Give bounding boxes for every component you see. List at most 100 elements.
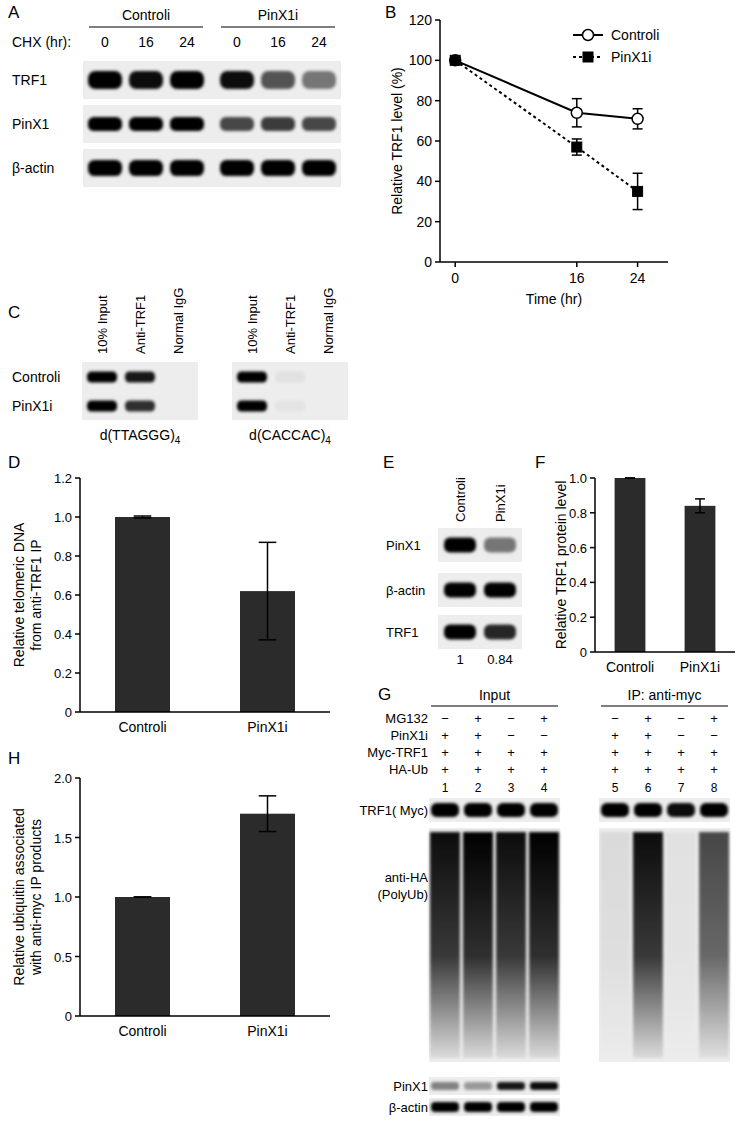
lane-number: 6 xyxy=(645,781,652,795)
bar xyxy=(615,478,646,652)
y-tick xyxy=(435,140,440,142)
band xyxy=(431,1082,459,1090)
panel-label: G xyxy=(378,685,391,704)
y-tick-label: 60 xyxy=(416,133,432,149)
plot-area xyxy=(115,516,295,712)
condition-value: + xyxy=(540,745,548,760)
band xyxy=(125,372,155,383)
error-bar xyxy=(699,499,701,513)
group-label: PinX1i xyxy=(258,7,298,23)
band xyxy=(302,71,336,89)
panel-label: C xyxy=(8,303,20,322)
x-tick-label: Controli xyxy=(118,1023,166,1039)
column-label: Normal IgG xyxy=(171,288,186,354)
y-tick xyxy=(75,516,80,518)
blot-frame xyxy=(232,362,348,420)
band xyxy=(530,1102,558,1112)
band xyxy=(220,71,254,89)
error-cap xyxy=(625,477,635,479)
bar xyxy=(685,506,716,652)
legend-marker xyxy=(583,30,594,41)
error-cap xyxy=(633,108,643,110)
y-tick-label: 1.0 xyxy=(54,890,72,905)
band xyxy=(237,372,267,383)
band xyxy=(313,401,343,412)
lane-label: 16 xyxy=(270,34,286,50)
y-tick-label: 120 xyxy=(409,12,433,28)
column-label: Normal IgG xyxy=(321,288,336,354)
condition-value: + xyxy=(677,745,685,760)
smear xyxy=(666,832,696,1058)
condition-value: + xyxy=(644,728,652,743)
y-tick-label: 0.4 xyxy=(569,575,587,590)
band xyxy=(444,625,476,640)
blot-frame xyxy=(429,798,560,822)
condition-value: + xyxy=(710,745,718,760)
band xyxy=(634,803,662,817)
plot-area xyxy=(615,478,716,652)
band xyxy=(444,538,476,553)
band xyxy=(275,401,305,412)
blot-frame xyxy=(438,615,522,649)
y-tick-label: 0 xyxy=(580,645,587,660)
error-cap xyxy=(625,477,635,479)
x-tick-label: Controli xyxy=(118,719,166,735)
band xyxy=(129,71,163,89)
row-label: PinX1 xyxy=(386,538,421,553)
caption: d(CACCAC)4 xyxy=(249,427,331,446)
band xyxy=(431,803,459,817)
lane-label: 0 xyxy=(101,34,109,50)
band xyxy=(302,160,336,176)
band xyxy=(87,372,117,383)
group-label: IP: anti-myc xyxy=(628,687,702,703)
band xyxy=(700,803,728,817)
bar xyxy=(240,814,295,1016)
error-cap xyxy=(572,98,582,100)
row-label: (PolyUb) xyxy=(377,887,428,902)
smear xyxy=(529,832,559,1058)
band xyxy=(261,160,295,176)
y-tick xyxy=(75,711,80,713)
band xyxy=(464,803,492,817)
lane-number: 1 xyxy=(442,781,449,795)
lane-number: 7 xyxy=(678,781,685,795)
y-axis-title: Relative TRF1 level (%) xyxy=(389,67,405,215)
band xyxy=(497,1082,525,1090)
band xyxy=(163,372,193,383)
y-tick xyxy=(75,477,80,479)
y-tick-label: 100 xyxy=(409,52,433,68)
smear xyxy=(633,832,663,1058)
band xyxy=(88,117,122,131)
condition-value: − xyxy=(507,711,515,726)
y-tick-label: 0.8 xyxy=(569,506,587,521)
error-cap xyxy=(572,138,582,140)
band xyxy=(530,1082,558,1090)
band xyxy=(87,401,117,412)
error-cap xyxy=(572,126,582,128)
condition-value: + xyxy=(441,762,449,777)
y-tick-label: 0.2 xyxy=(54,666,72,681)
band xyxy=(170,117,204,131)
error-cap xyxy=(134,896,152,898)
error-cap xyxy=(259,542,277,544)
y-tick xyxy=(435,221,440,223)
y-axis-title: from anti-TRF1 IP xyxy=(28,539,44,650)
band xyxy=(302,117,336,131)
y-tick xyxy=(590,477,595,479)
error-cap xyxy=(633,128,643,130)
condition-value: + xyxy=(441,745,449,760)
band xyxy=(464,1102,492,1112)
x-axis-title: Time (hr) xyxy=(526,291,582,307)
y-tick xyxy=(75,956,80,958)
y-tick xyxy=(75,837,80,839)
y-tick xyxy=(75,1015,80,1017)
band xyxy=(484,538,516,553)
quantification: 1 xyxy=(456,652,463,667)
band xyxy=(125,401,155,412)
band xyxy=(484,625,516,640)
y-tick xyxy=(435,100,440,102)
condition-value: + xyxy=(507,745,515,760)
y-tick xyxy=(435,19,440,21)
row-label: Controli xyxy=(12,369,60,385)
band xyxy=(444,583,476,598)
